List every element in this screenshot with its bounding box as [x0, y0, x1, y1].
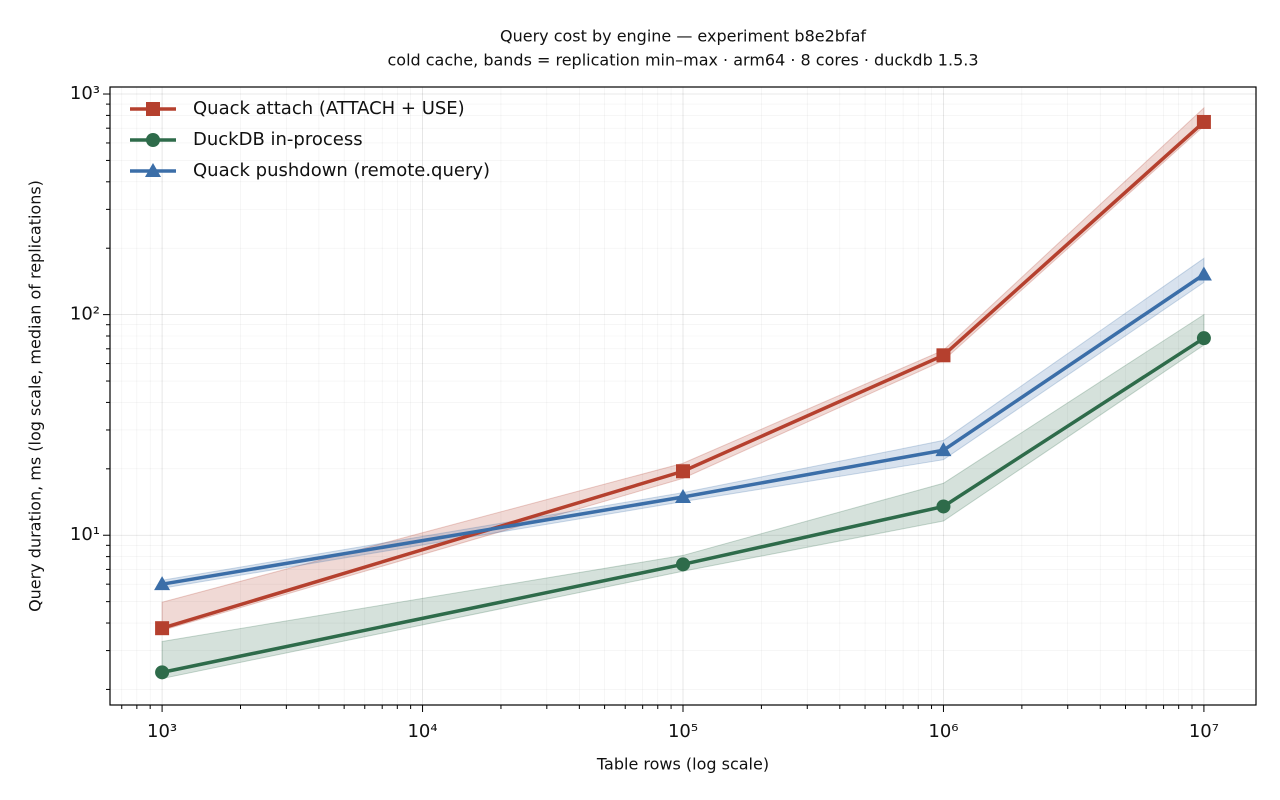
- y-tick-label: 10¹: [70, 524, 100, 545]
- legend-label: Quack attach (ATTACH + USE): [193, 98, 465, 119]
- y-tick-label: 10²: [70, 304, 100, 325]
- y-tick-label: 10³: [70, 83, 100, 104]
- marker: [154, 576, 171, 591]
- marker: [145, 163, 161, 177]
- x-axis-label: Table rows (log scale): [596, 755, 769, 774]
- legend-label: Quack pushdown (remote.query): [193, 160, 490, 181]
- plot-frame: [109, 86, 1257, 706]
- legend-label: DuckDB in-process: [193, 129, 363, 150]
- marker: [936, 499, 951, 514]
- series-line: [161, 120, 1206, 630]
- marker: [155, 621, 170, 636]
- x-tick-label: 10⁶: [928, 721, 958, 742]
- marker: [155, 665, 170, 680]
- legend-item: Quack attach (ATTACH + USE): [130, 98, 465, 119]
- marker: [1195, 266, 1212, 281]
- legend-item: DuckDB in-process: [130, 129, 363, 150]
- x-tick-label: 10⁵: [668, 721, 698, 742]
- marker: [675, 489, 692, 504]
- marker: [676, 464, 691, 479]
- chart-subtitle: cold cache, bands = replication min–max …: [387, 51, 978, 70]
- chart-title: Query cost by engine — experiment b8e2bf…: [500, 27, 866, 46]
- range-band: [161, 257, 1205, 589]
- marker: [146, 133, 160, 147]
- marker: [1196, 114, 1211, 129]
- x-tick-label: 10⁷: [1189, 721, 1219, 742]
- series-line: [161, 336, 1205, 675]
- marker: [1196, 331, 1211, 346]
- marker: [676, 557, 691, 572]
- y-axis-label: Query duration, ms (log scale, median of…: [26, 180, 45, 612]
- series-line: [161, 273, 1205, 586]
- x-tick-label: 10⁴: [407, 721, 437, 742]
- marker: [936, 348, 951, 363]
- marker: [935, 442, 952, 457]
- x-tick-label: 10³: [147, 721, 177, 742]
- legend-item: Quack pushdown (remote.query): [130, 160, 490, 181]
- marker: [146, 102, 160, 116]
